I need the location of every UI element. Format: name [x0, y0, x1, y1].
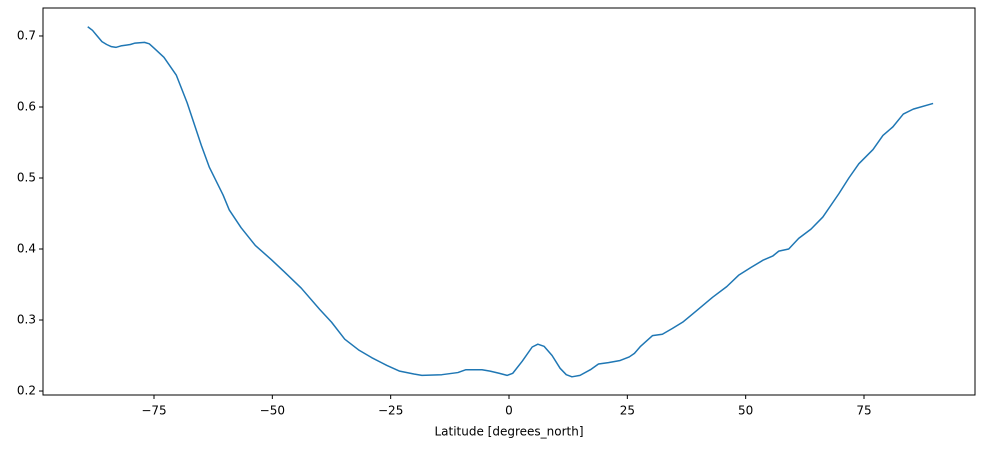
y-tick-label: 0.6 [17, 99, 36, 113]
y-tick-label: 0.5 [17, 170, 36, 184]
x-tick-label: 75 [856, 404, 871, 418]
x-tick-label: −25 [378, 404, 403, 418]
y-tick-label: 0.7 [17, 28, 36, 42]
data-line [87, 26, 934, 378]
y-tick-label: 0.3 [17, 313, 36, 327]
x-axis-label: Latitude [degrees_north] [434, 425, 583, 439]
y-tick-label: 0.4 [17, 242, 36, 256]
x-tick-label: −75 [141, 404, 166, 418]
plot-frame [42, 7, 976, 396]
x-tick-label: 50 [738, 404, 753, 418]
x-tick-label: −50 [260, 404, 285, 418]
y-tick-label: 0.2 [17, 384, 36, 398]
x-tick-label: 25 [620, 404, 635, 418]
x-tick-label: 0 [505, 404, 513, 418]
